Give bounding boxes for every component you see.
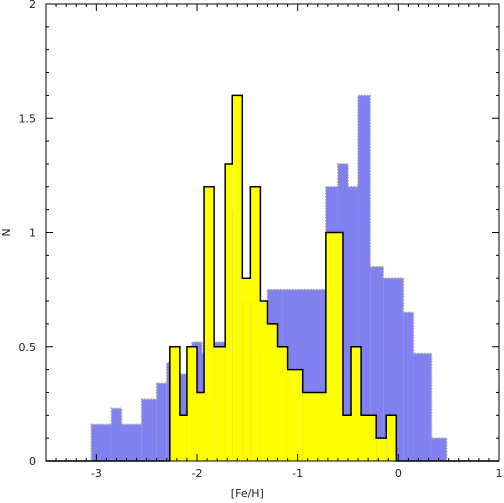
series-1-bin-3 [121, 424, 142, 461]
series-2-bin-20 [376, 438, 387, 461]
y-tick-label: 2 [29, 0, 36, 11]
series-2-bin-9 [242, 278, 251, 461]
y-tick-label: 1 [29, 227, 36, 240]
series-2-bin-2 [179, 415, 187, 461]
series-2-bin-18 [351, 346, 362, 461]
series-2-outline [46, 94, 499, 462]
x-tick-label: -3 [91, 467, 102, 480]
series-1-bin-23 [403, 312, 414, 461]
y-tick-label: 0 [29, 455, 36, 468]
series-2-bin-6 [214, 346, 226, 461]
series-2-bin-11 [260, 301, 268, 461]
x-tick-label: 1 [496, 467, 503, 480]
y-tick-label: 1.5 [19, 112, 37, 125]
series-2-bin-8 [232, 95, 243, 462]
series-2-bin-1 [169, 346, 180, 461]
series-2-bin-10 [250, 186, 261, 462]
series-2-bin-21 [386, 415, 397, 461]
series-1-outline [46, 94, 499, 462]
axis-ticks: -3 -2 -1 0 1 0 0.5 1 1.5 2 [19, 0, 503, 480]
series-2-bin-12 [267, 323, 278, 461]
x-axis-label: [Fe/H] [231, 487, 264, 500]
x-tick-label: -1 [292, 467, 303, 480]
series-2-bin-17 [342, 415, 352, 461]
series-layer [46, 94, 499, 462]
series-1-bin-25 [431, 438, 447, 461]
series-2-bin-5 [204, 186, 215, 462]
series-2-bin-13 [277, 346, 288, 461]
series-1-bin-19 [348, 186, 359, 462]
series-2-bin-19 [361, 415, 377, 461]
series-1-bin-24 [413, 353, 432, 461]
x-tick-label: 0 [395, 467, 402, 480]
series-2-bin-14 [287, 369, 303, 461]
series-1-bin-21 [370, 266, 384, 461]
series-2-bin-3 [186, 346, 197, 461]
series-1-bin-5 [156, 383, 167, 461]
series-2-bin-4 [197, 392, 205, 461]
x-tick-label: -2 [192, 467, 203, 480]
y-axis-label: N [0, 228, 13, 236]
series-2-bin-15 [302, 392, 326, 461]
series-1-bin-2 [111, 408, 122, 461]
series-2-bin-16 [325, 232, 343, 461]
series-2-bin-7 [225, 163, 233, 461]
series-1-bin-4 [141, 399, 157, 461]
series-2 [46, 94, 499, 462]
y-tick-label: 0.5 [19, 341, 37, 354]
series-1-bin-1 [91, 424, 112, 461]
